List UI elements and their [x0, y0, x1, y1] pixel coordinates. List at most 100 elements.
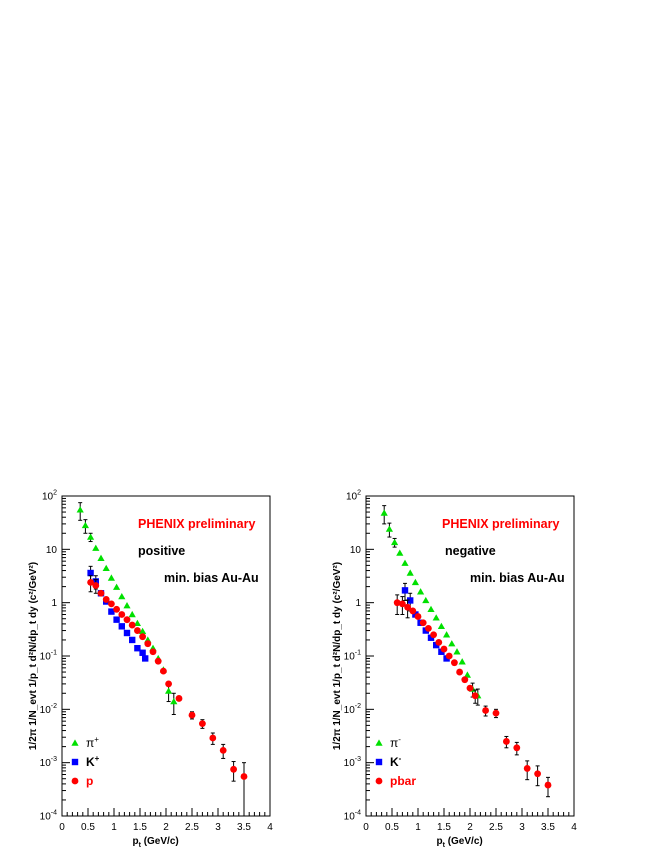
legend-label-name: K	[390, 755, 399, 769]
data-point	[240, 773, 248, 780]
data-point	[97, 589, 105, 597]
data-point	[513, 744, 521, 752]
data-point	[461, 676, 469, 684]
annotation-system: min. bias Au-Au	[164, 571, 259, 585]
y-tick-base: 10	[40, 652, 52, 663]
y-tick-label: 10-3	[40, 756, 57, 769]
data-point	[380, 509, 388, 516]
x-tick-label: 0	[363, 822, 369, 833]
y-tick-label: 102	[346, 490, 361, 503]
data-point	[396, 549, 404, 556]
data-point	[165, 680, 173, 688]
data-point	[448, 640, 456, 647]
data-point	[108, 600, 115, 608]
data-point	[456, 668, 463, 676]
y-tick-exponent: -4	[51, 810, 57, 817]
y-tick-label: 10	[350, 545, 362, 556]
y-tick-label: 10	[46, 545, 58, 556]
data-point	[76, 506, 84, 513]
y-tick-label: 10-4	[40, 810, 57, 823]
x-tick-label: 2.5	[489, 822, 503, 833]
data-point	[433, 641, 440, 649]
data-point	[87, 578, 94, 586]
annotation-experiment: PHENIX preliminary	[442, 517, 559, 531]
data-point	[406, 569, 414, 576]
chart-panel-right: 0 0.5 1 1.5 2 2.5 3 3.5 410-410-310-210-1110102p…	[332, 490, 577, 850]
legend-label-sup: +	[94, 735, 99, 744]
data-point	[134, 645, 141, 652]
annotation-system: min. bias Au-Au	[470, 571, 565, 585]
x-tick-label: 0.5	[385, 822, 399, 833]
data-point	[118, 611, 126, 618]
x-tick-label: 2	[467, 822, 473, 833]
x-axis-title-main: p	[436, 836, 442, 847]
x-axis-title-sub: t	[443, 842, 446, 849]
data-point	[427, 634, 435, 641]
data-point	[435, 638, 443, 646]
data-point	[534, 770, 541, 778]
x-axis-title-main: p	[132, 836, 138, 847]
x-tick-label: 4	[267, 822, 273, 833]
data-point	[503, 738, 510, 745]
data-point	[385, 525, 393, 532]
data-point	[144, 640, 152, 648]
legend-label: K+	[86, 754, 100, 769]
x-axis-title-rest: (GeV/c)	[141, 836, 179, 847]
y-tick-label: 1	[51, 598, 57, 609]
data-point	[133, 619, 141, 627]
series-square	[87, 565, 149, 662]
data-point	[165, 687, 173, 694]
series-circle	[87, 575, 248, 817]
data-point	[425, 624, 432, 632]
x-tick-label: 4	[571, 822, 577, 833]
data-point	[437, 622, 445, 630]
data-point	[430, 631, 437, 639]
data-point	[129, 636, 136, 644]
data-point	[123, 616, 131, 624]
x-axis-title-rest: (GeV/c)	[445, 836, 483, 847]
data-point	[160, 667, 167, 675]
data-point	[134, 627, 141, 634]
data-point	[113, 616, 120, 623]
legend-marker	[375, 739, 383, 746]
data-point	[81, 521, 89, 529]
y-tick-base: 10	[344, 652, 356, 663]
data-point	[391, 538, 399, 546]
data-point	[466, 684, 474, 692]
y-tick-label: 10-4	[344, 810, 361, 823]
legend-marker	[71, 777, 79, 785]
y-tick-base: 1	[51, 598, 57, 609]
data-point	[471, 692, 479, 700]
data-point	[113, 583, 121, 590]
x-tick-label: 3.5	[541, 822, 555, 833]
x-tick-label: 0.5	[81, 822, 95, 833]
data-point	[139, 649, 146, 656]
data-point	[142, 655, 149, 662]
y-tick-base: 10	[40, 705, 52, 716]
data-point	[422, 596, 430, 604]
y-tick-base: 10	[40, 812, 52, 823]
legend-label-sup: -	[399, 754, 402, 763]
y-tick-label: 10-1	[344, 650, 361, 663]
legend-label: π+	[86, 735, 99, 750]
y-tick-exponent: -1	[355, 650, 361, 657]
data-point	[199, 720, 206, 728]
data-point	[440, 645, 448, 653]
data-point	[463, 671, 471, 678]
data-point	[230, 765, 238, 773]
x-tick-label: 2.5	[185, 822, 199, 833]
y-tick-exponent: -2	[355, 703, 361, 710]
chart-panel-left: 0 0.5 1 1.5 2 2.5 3 3.5 410-410-310-210-1110102p…	[28, 490, 273, 850]
data-point	[427, 605, 435, 613]
x-tick-label: 2	[163, 822, 169, 833]
data-point	[417, 588, 425, 595]
data-point	[113, 605, 120, 613]
legend-label-name: π	[86, 736, 94, 750]
y-tick-label: 10-2	[40, 703, 57, 716]
data-point	[453, 648, 461, 655]
legend-label-name: pbar	[390, 774, 416, 788]
data-point	[118, 623, 125, 630]
legend-label: pbar	[390, 774, 416, 788]
y-tick-base: 1	[355, 598, 361, 609]
